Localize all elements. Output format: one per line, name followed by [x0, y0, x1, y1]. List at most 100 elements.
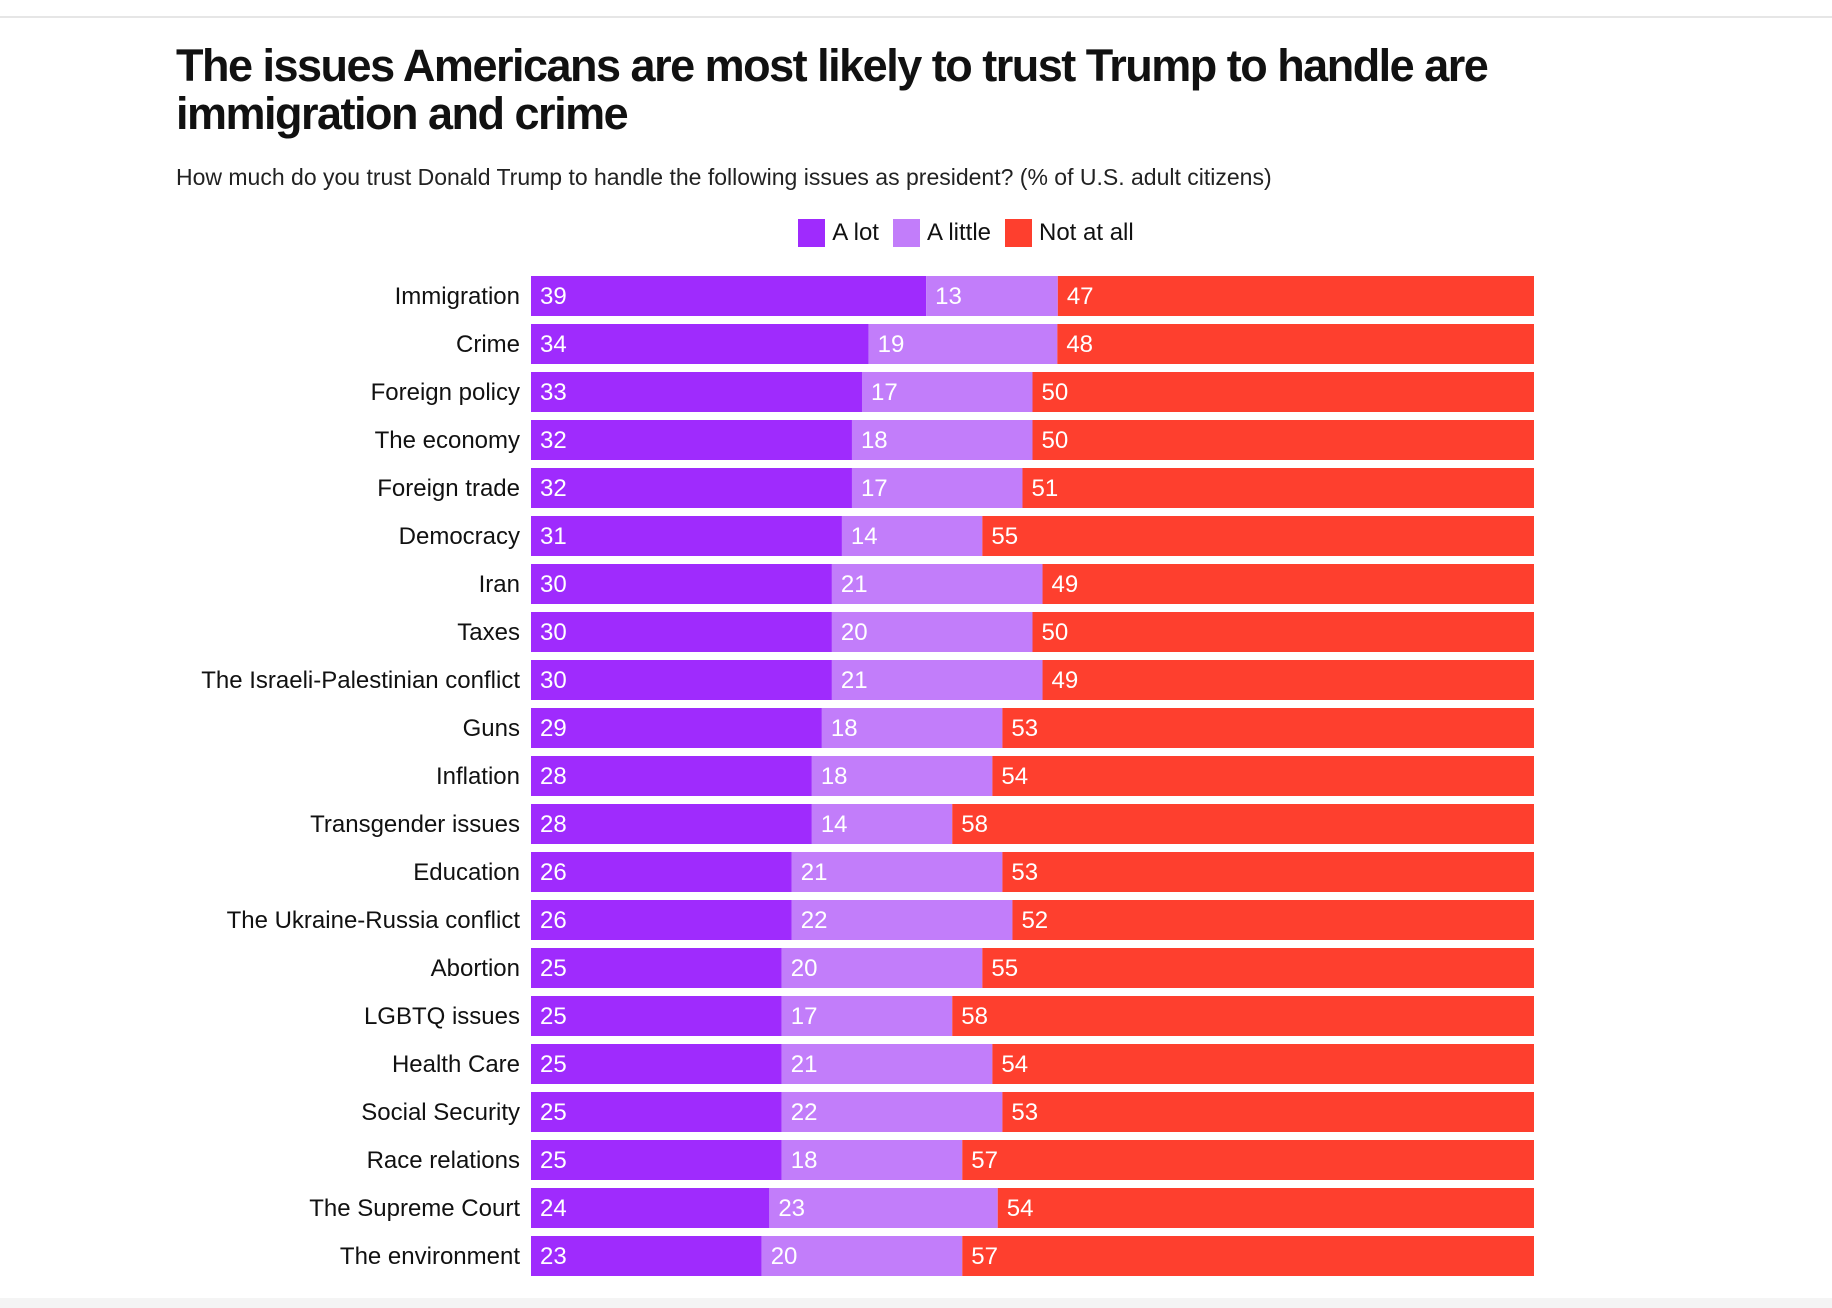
data-label: 25	[540, 1099, 567, 1126]
bar-segment	[781, 1044, 993, 1084]
row-label: The environment	[340, 1243, 520, 1270]
data-label: 19	[878, 331, 905, 358]
row-label: Education	[413, 859, 520, 886]
bar-segment	[531, 420, 852, 460]
data-label: 47	[1067, 283, 1094, 310]
row-label: Foreign policy	[371, 379, 520, 406]
row-label: Transgender issues	[310, 811, 520, 838]
data-label: 30	[540, 619, 567, 646]
bar-segment	[531, 564, 832, 604]
data-label: 48	[1066, 331, 1093, 358]
legend-item-not-at-all: Not at all	[1005, 219, 1134, 247]
data-label: 13	[935, 283, 962, 310]
data-label: 55	[991, 523, 1018, 550]
data-label: 58	[961, 1003, 988, 1030]
bar-segment	[861, 372, 1033, 412]
bar-segment	[962, 1140, 1534, 1180]
bar-segment	[531, 372, 862, 412]
bar-segment	[531, 516, 842, 556]
bar-segment	[531, 804, 812, 844]
data-label: 25	[540, 1147, 567, 1174]
data-label: 24	[540, 1195, 567, 1222]
bar-segment	[831, 612, 1033, 652]
data-label: 20	[791, 955, 818, 982]
bar-segment	[781, 1092, 1003, 1132]
legend-swatch	[798, 219, 826, 247]
bar-segment	[1002, 1092, 1534, 1132]
bar-segment	[531, 756, 812, 796]
data-label: 29	[540, 715, 567, 742]
legend: A lot A little Not at all	[0, 219, 1832, 247]
data-label: 32	[540, 475, 567, 502]
data-label: 54	[1007, 1195, 1034, 1222]
bar-segment	[868, 324, 1058, 364]
data-label: 50	[1042, 427, 1069, 454]
data-label: 22	[801, 907, 828, 934]
row-label: Inflation	[436, 763, 520, 790]
data-label: 25	[540, 1003, 567, 1030]
bar-segment	[531, 948, 782, 988]
data-label: 23	[778, 1195, 805, 1222]
data-label: 50	[1042, 379, 1069, 406]
bar-segment	[531, 660, 832, 700]
row-label: Iran	[479, 571, 520, 598]
data-label: 54	[1001, 1051, 1028, 1078]
data-label: 18	[831, 715, 858, 742]
bar-segment	[952, 804, 1534, 844]
bar-segment	[1057, 324, 1534, 364]
bar-segment	[781, 1140, 963, 1180]
legend-label: A lot	[832, 219, 879, 246]
row-label: The Israeli-Palestinian conflict	[201, 667, 520, 694]
legend-item-a-little: A little	[892, 219, 991, 247]
bar-segment	[1022, 468, 1534, 508]
data-label: 18	[791, 1147, 818, 1174]
data-label: 49	[1052, 571, 1079, 598]
bar-segment	[531, 612, 832, 652]
bar-segment	[531, 852, 792, 892]
row-label: Foreign trade	[377, 475, 520, 502]
row-label: Democracy	[399, 523, 520, 550]
data-label: 28	[540, 763, 567, 790]
bar-segment	[531, 1092, 782, 1132]
bar-segment	[851, 420, 1033, 460]
bar-segment	[821, 708, 1003, 748]
row-label: Taxes	[457, 619, 520, 646]
legend-swatch	[892, 219, 920, 247]
data-label: 54	[1001, 763, 1028, 790]
data-label: 14	[821, 811, 848, 838]
row-label: Immigration	[395, 283, 520, 310]
row-label: The economy	[375, 427, 520, 454]
chart-title: The issues Americans are most likely to …	[176, 40, 1489, 139]
legend-label: Not at all	[1039, 219, 1134, 246]
top-divider	[0, 16, 1832, 18]
legend-label: A little	[926, 219, 991, 246]
bar-segment	[531, 1188, 770, 1228]
data-label: 53	[1011, 715, 1038, 742]
data-label: 20	[841, 619, 868, 646]
bar-segment	[992, 1044, 1534, 1084]
bar-segment	[851, 468, 1023, 508]
bottom-edge	[0, 1298, 1832, 1308]
data-label: 21	[791, 1051, 818, 1078]
row-label: The Supreme Court	[309, 1195, 520, 1222]
data-label: 31	[540, 523, 567, 550]
bar-segment	[531, 468, 852, 508]
data-label: 49	[1052, 667, 1079, 694]
bar-segment	[531, 996, 782, 1036]
data-label: 33	[540, 379, 567, 406]
data-label: 17	[861, 475, 888, 502]
bar-segment	[997, 1188, 1534, 1228]
bar-segment	[531, 1140, 782, 1180]
bar-segment	[769, 1188, 998, 1228]
data-label: 28	[540, 811, 567, 838]
bar-segment	[1002, 708, 1534, 748]
data-label: 32	[540, 427, 567, 454]
row-label: Abortion	[431, 955, 520, 982]
bar-segment	[831, 660, 1043, 700]
data-label: 52	[1021, 907, 1048, 934]
bar-segment	[781, 996, 953, 1036]
bar-segment	[781, 948, 983, 988]
bar-segment	[791, 900, 1013, 940]
data-label: 26	[540, 859, 567, 886]
